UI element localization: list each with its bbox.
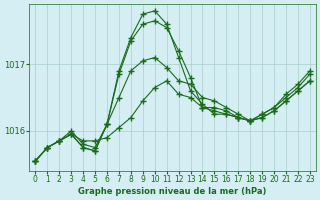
- X-axis label: Graphe pression niveau de la mer (hPa): Graphe pression niveau de la mer (hPa): [78, 187, 267, 196]
